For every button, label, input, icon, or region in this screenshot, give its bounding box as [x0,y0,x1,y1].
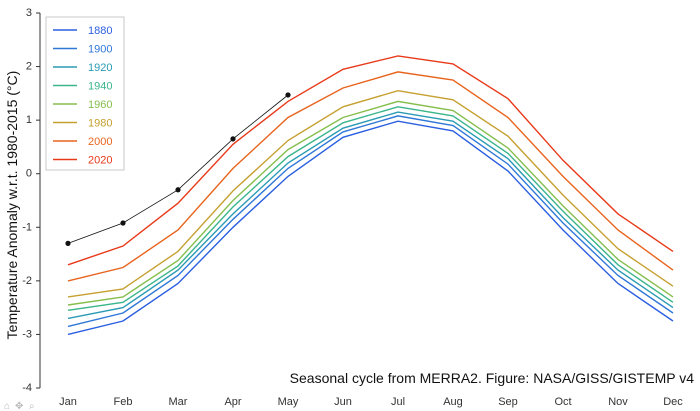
highlight-point-Apr [230,136,236,142]
x-tick-label: Jun [334,396,352,408]
legend-label-1960: 1960 [88,99,112,111]
x-tick-label: Sep [498,396,518,408]
y-tick-label: 2 [26,61,32,73]
legend-label-2000: 2000 [88,136,112,148]
x-tick-label: May [278,396,299,408]
plot-toolbar[interactable]: ⌂ ✥ ⌕ [4,401,35,411]
zoom-icon[interactable]: ⌕ [29,401,35,411]
series-line-2020 [67,55,674,266]
legend-label-1940: 1940 [88,81,112,93]
series-line-1900 [67,115,674,328]
highlight-point-May [285,92,291,98]
pan-icon[interactable]: ✥ [15,401,23,411]
x-tick-label: Oct [554,396,571,408]
y-tick-label: -2 [22,275,32,287]
y-tick-label: -1 [22,221,32,233]
highlight-point-Jan [65,240,71,246]
x-tick-label: Aug [443,396,463,408]
figure-caption: Seasonal cycle from MERRA2. Figure: NASA… [290,370,695,386]
x-tick-label: Apr [224,396,241,408]
legend-label-1920: 1920 [88,62,112,74]
y-axis-title: Temperature Anomaly w.r.t. 1980-2015 (°C… [4,71,20,340]
series-line-1920 [67,111,674,320]
y-tick-label: 0 [26,168,32,180]
y-ticks: -4 -3 -2 -1 0 1 2 3 [22,7,40,394]
y-tick-label: -3 [22,328,32,340]
y-tick-label: 3 [26,7,32,19]
series-line-1960 [67,100,674,306]
legend-label-2020: 2020 [88,155,112,167]
series-line-1980 [67,89,674,298]
x-tick-label: Jan [59,396,77,408]
x-tick-label: Dec [663,396,683,408]
x-tick-label: Feb [114,396,133,408]
series-line-1940 [67,106,674,311]
legend-items: 1880 1900 1920 1940 1960 1980 2000 2020 [53,25,112,167]
series-line-2000 [67,71,674,282]
highlight-point-Mar [175,187,181,193]
x-tick-label: Nov [608,396,628,408]
y-tick-label: -4 [22,382,32,394]
x-tick-label: Mar [169,396,188,408]
series-lines [67,55,674,336]
home-icon[interactable]: ⌂ [4,401,10,411]
highlight-point-Feb [120,220,126,226]
x-ticks: Jan Feb Mar Apr May Jun Jul Aug Sep Oct Nov Dec [59,396,683,408]
legend-box [45,16,125,171]
highlight-points [65,92,291,246]
legend-label-1980: 1980 [88,118,112,130]
series-line-1880 [67,120,674,336]
x-tick-label: Jul [391,396,405,408]
legend-label-1880: 1880 [88,25,112,37]
legend-label-1900: 1900 [88,44,112,56]
legend: 1880 1900 1920 1940 1960 1980 2000 2020 [45,16,125,171]
y-tick-label: 1 [26,114,32,126]
